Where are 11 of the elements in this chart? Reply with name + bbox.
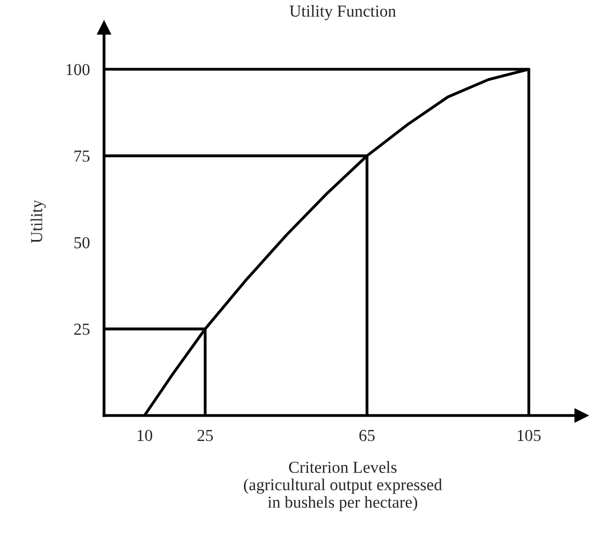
x-tick-label: 105 <box>518 430 541 442</box>
y-tick-label: 100 <box>66 64 90 76</box>
y-tick-label: 25 <box>74 324 90 335</box>
x-tick-label: 65 <box>359 430 375 442</box>
y-tick-label: 50 <box>74 237 90 248</box>
x-tick-label: 10 <box>138 430 152 442</box>
chart-title: Utility Function <box>290 5 396 20</box>
x-tick-label: 25 <box>198 430 213 442</box>
x-axis-title: Criterion Levels (agricultural output expressed in bushels per hectare) <box>244 461 442 512</box>
y-axis-title: Utility <box>30 200 46 244</box>
y-tick-label: 75 <box>74 150 90 162</box>
